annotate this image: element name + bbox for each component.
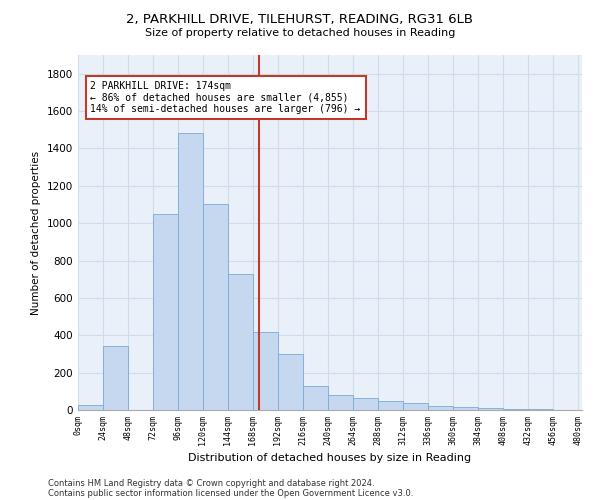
Text: 2, PARKHILL DRIVE, TILEHURST, READING, RG31 6LB: 2, PARKHILL DRIVE, TILEHURST, READING, R… xyxy=(127,12,473,26)
Bar xyxy=(428,406,453,410)
Y-axis label: Number of detached properties: Number of detached properties xyxy=(31,150,41,314)
Bar xyxy=(378,400,403,410)
Bar xyxy=(353,398,378,410)
Bar xyxy=(153,214,178,410)
X-axis label: Distribution of detached houses by size in Reading: Distribution of detached houses by size … xyxy=(188,453,472,463)
Bar xyxy=(178,134,203,410)
Bar xyxy=(78,406,103,410)
Bar xyxy=(278,354,303,410)
Bar xyxy=(403,404,428,410)
Text: Size of property relative to detached houses in Reading: Size of property relative to detached ho… xyxy=(145,28,455,38)
Text: 2 PARKHILL DRIVE: 174sqm
← 86% of detached houses are smaller (4,855)
14% of sem: 2 PARKHILL DRIVE: 174sqm ← 86% of detach… xyxy=(91,81,361,114)
Bar xyxy=(453,407,478,410)
Bar xyxy=(478,408,503,410)
Bar xyxy=(103,346,128,410)
Bar xyxy=(503,409,528,410)
Bar xyxy=(203,204,228,410)
Bar xyxy=(228,274,253,410)
Bar xyxy=(253,332,278,410)
Text: Contains public sector information licensed under the Open Government Licence v3: Contains public sector information licen… xyxy=(48,488,413,498)
Text: Contains HM Land Registry data © Crown copyright and database right 2024.: Contains HM Land Registry data © Crown c… xyxy=(48,478,374,488)
Bar xyxy=(303,386,328,410)
Bar xyxy=(328,395,353,410)
